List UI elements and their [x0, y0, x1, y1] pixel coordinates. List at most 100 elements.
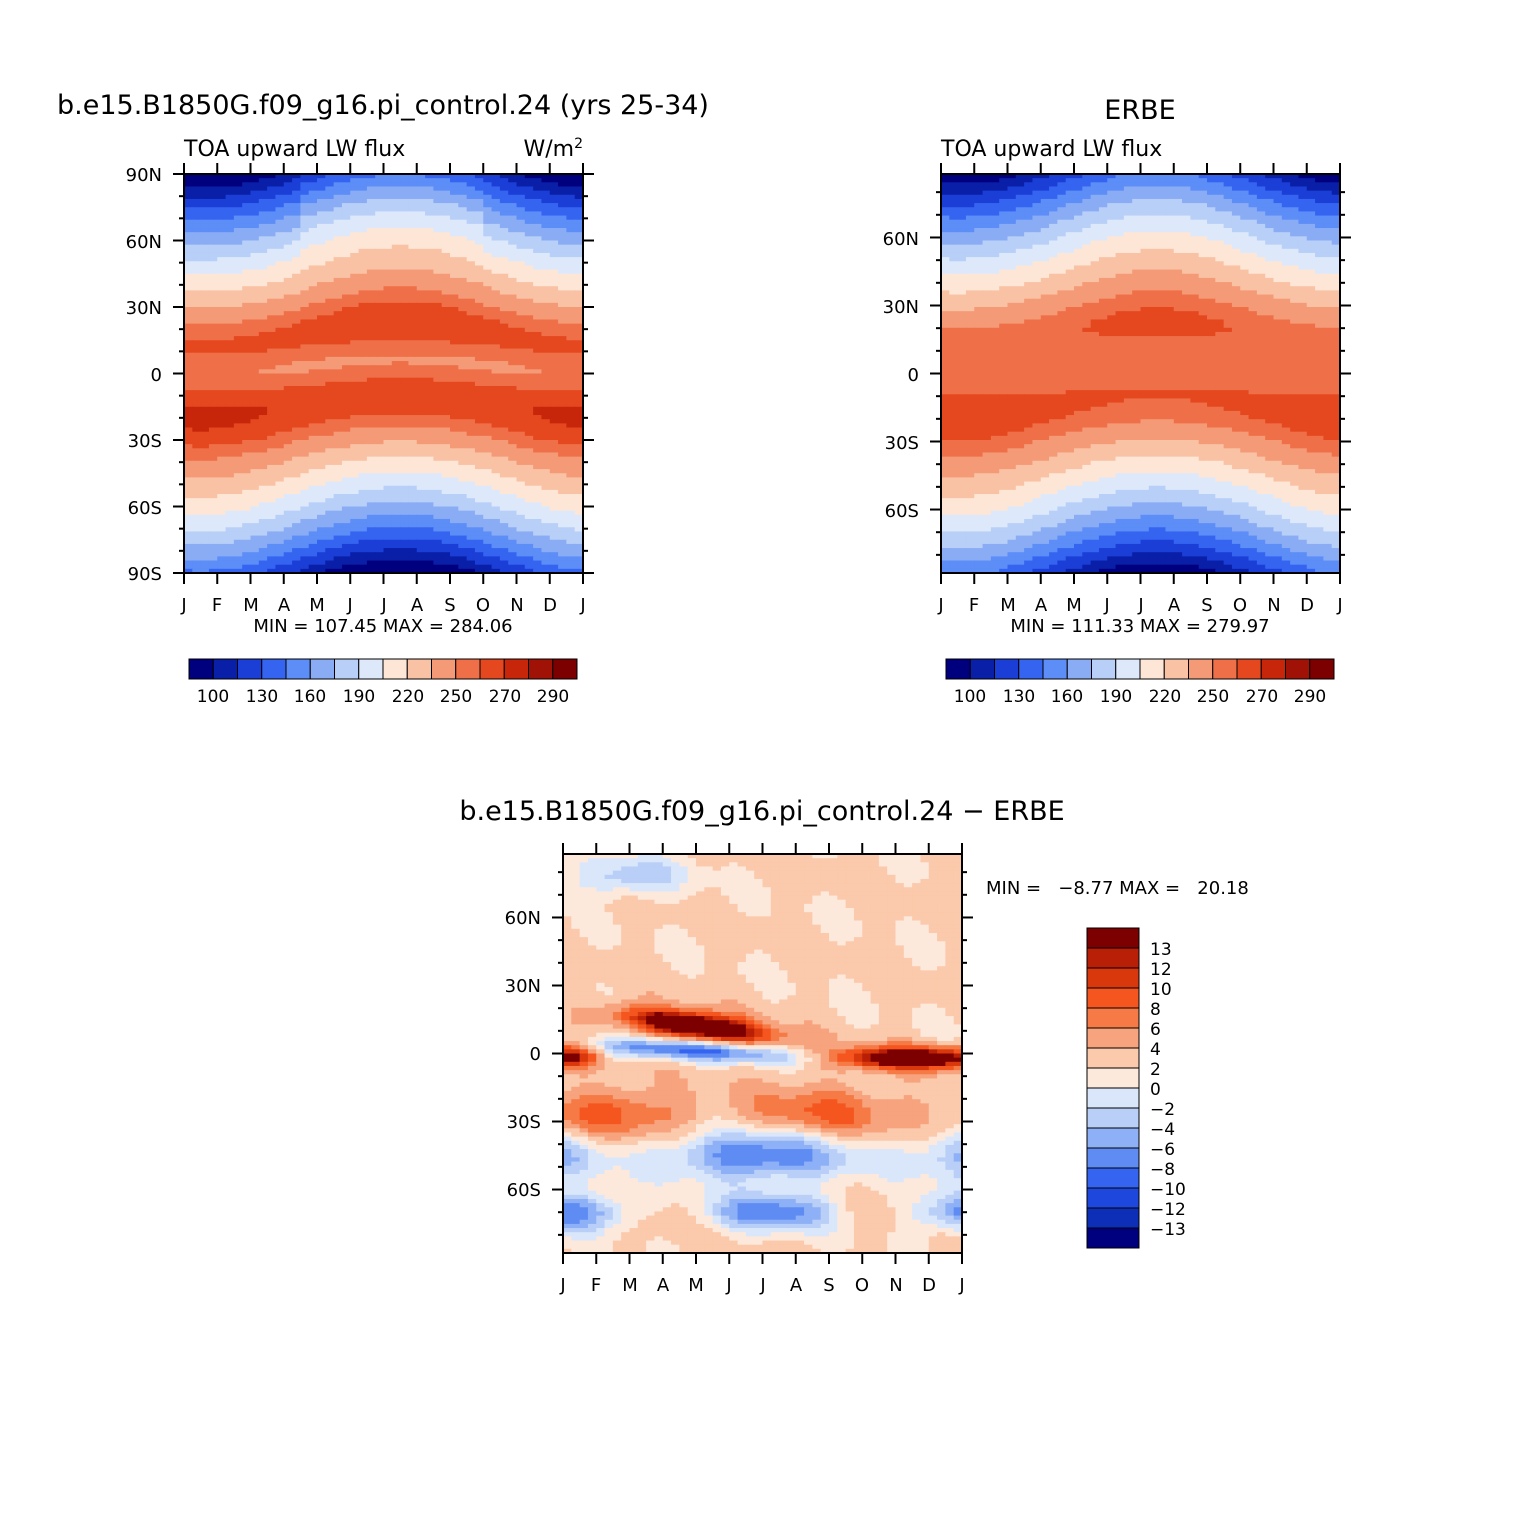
field-cell: [366, 477, 376, 483]
field-cell: [416, 410, 426, 416]
field-cell: [208, 273, 218, 279]
field-cell: [358, 402, 368, 408]
field-cell: [325, 261, 335, 267]
field-cell: [292, 464, 301, 470]
x-tick-label: J: [346, 595, 352, 616]
field-cell: [242, 348, 252, 354]
field-cell: [433, 248, 443, 254]
field-cell: [358, 344, 368, 350]
field-cell: [533, 510, 543, 516]
field-cell: [300, 381, 310, 387]
field-cell: [1290, 182, 1300, 188]
field-cell: [242, 365, 252, 370]
field-cell: [242, 394, 252, 400]
field-cell: [258, 178, 268, 183]
field-cell: [400, 494, 410, 499]
field-cell: [425, 232, 434, 237]
field-cell: [325, 207, 335, 213]
field-cell: [441, 365, 451, 370]
field-cell: [433, 531, 443, 537]
field-cell: [267, 307, 277, 312]
field-cell: [524, 331, 534, 337]
field-cell: [458, 568, 468, 573]
field-cell: [574, 336, 583, 341]
field-cell: [1290, 190, 1300, 196]
field-cell: [275, 444, 285, 449]
field-cell: [267, 535, 277, 541]
field-cell: [242, 427, 252, 433]
units-text: W/m: [523, 137, 574, 162]
field-cell: [250, 518, 260, 524]
field-cell: [450, 494, 459, 499]
field-cell: [242, 244, 252, 250]
field-cell: [233, 398, 243, 404]
field-cell: [400, 568, 410, 573]
field-cell: [300, 311, 310, 316]
field-cell: [541, 331, 551, 337]
field-cell: [549, 203, 559, 208]
field-cell: [474, 307, 484, 312]
field-cell: [275, 348, 285, 354]
field-cell: [192, 282, 202, 287]
field-cell: [300, 356, 310, 362]
field-cell: [425, 556, 434, 562]
field-cell: [491, 427, 501, 433]
field-cell: [391, 340, 401, 346]
field-cell: [383, 203, 393, 208]
field-cell: [416, 236, 426, 242]
field-cell: [558, 211, 567, 217]
field-cell: [400, 473, 410, 479]
field-cell: [258, 282, 268, 287]
field-cell: [433, 257, 443, 262]
field-cell: [283, 464, 293, 470]
field-cell: [533, 535, 543, 541]
field-cell: [499, 344, 509, 350]
field-cell: [267, 277, 277, 283]
colorbar-swatch: [406, 658, 432, 680]
field-cell: [184, 498, 193, 503]
field-cell: [508, 464, 518, 470]
field-cell: [217, 277, 227, 283]
field-cell: [441, 431, 451, 437]
field-cell: [267, 394, 277, 400]
field-cell: [358, 535, 368, 541]
field-cell: [375, 510, 385, 516]
field-cell: [300, 543, 310, 549]
field-cell: [533, 315, 543, 321]
field-cell: [208, 473, 218, 479]
field-cell: [233, 257, 243, 262]
field-cell: [233, 219, 243, 225]
field-cell: [275, 373, 285, 379]
field-cell: [217, 469, 227, 474]
field-cell: [217, 564, 227, 570]
field-cell: [491, 261, 501, 267]
field-cell: [441, 539, 451, 545]
field-cell: [433, 460, 443, 466]
field-cell: [250, 494, 260, 499]
field-cell: [383, 489, 393, 495]
field-cell: [441, 464, 451, 470]
field-cell: [383, 473, 393, 479]
field-cell: [383, 435, 393, 441]
field-cell: [333, 373, 343, 379]
field-cell: [416, 178, 426, 183]
field-cell: [466, 564, 476, 570]
field-cell: [217, 481, 227, 487]
field-cell: [541, 294, 551, 300]
field-cell: [325, 518, 335, 524]
field-cell: [333, 568, 343, 573]
field-cell: [483, 286, 493, 291]
field-cell: [275, 556, 285, 562]
field-cell: [233, 290, 243, 296]
field-cell: [574, 568, 583, 573]
field-cell: [233, 469, 243, 474]
field-cell: [516, 560, 526, 566]
field-cell: [333, 352, 343, 358]
field-cell: [217, 489, 227, 495]
field-cell: [242, 481, 252, 487]
field-cell: [275, 527, 285, 533]
field-cell: [308, 215, 318, 221]
field-cell: [433, 174, 443, 179]
field-cell: [300, 215, 310, 221]
field-cell: [466, 427, 476, 433]
